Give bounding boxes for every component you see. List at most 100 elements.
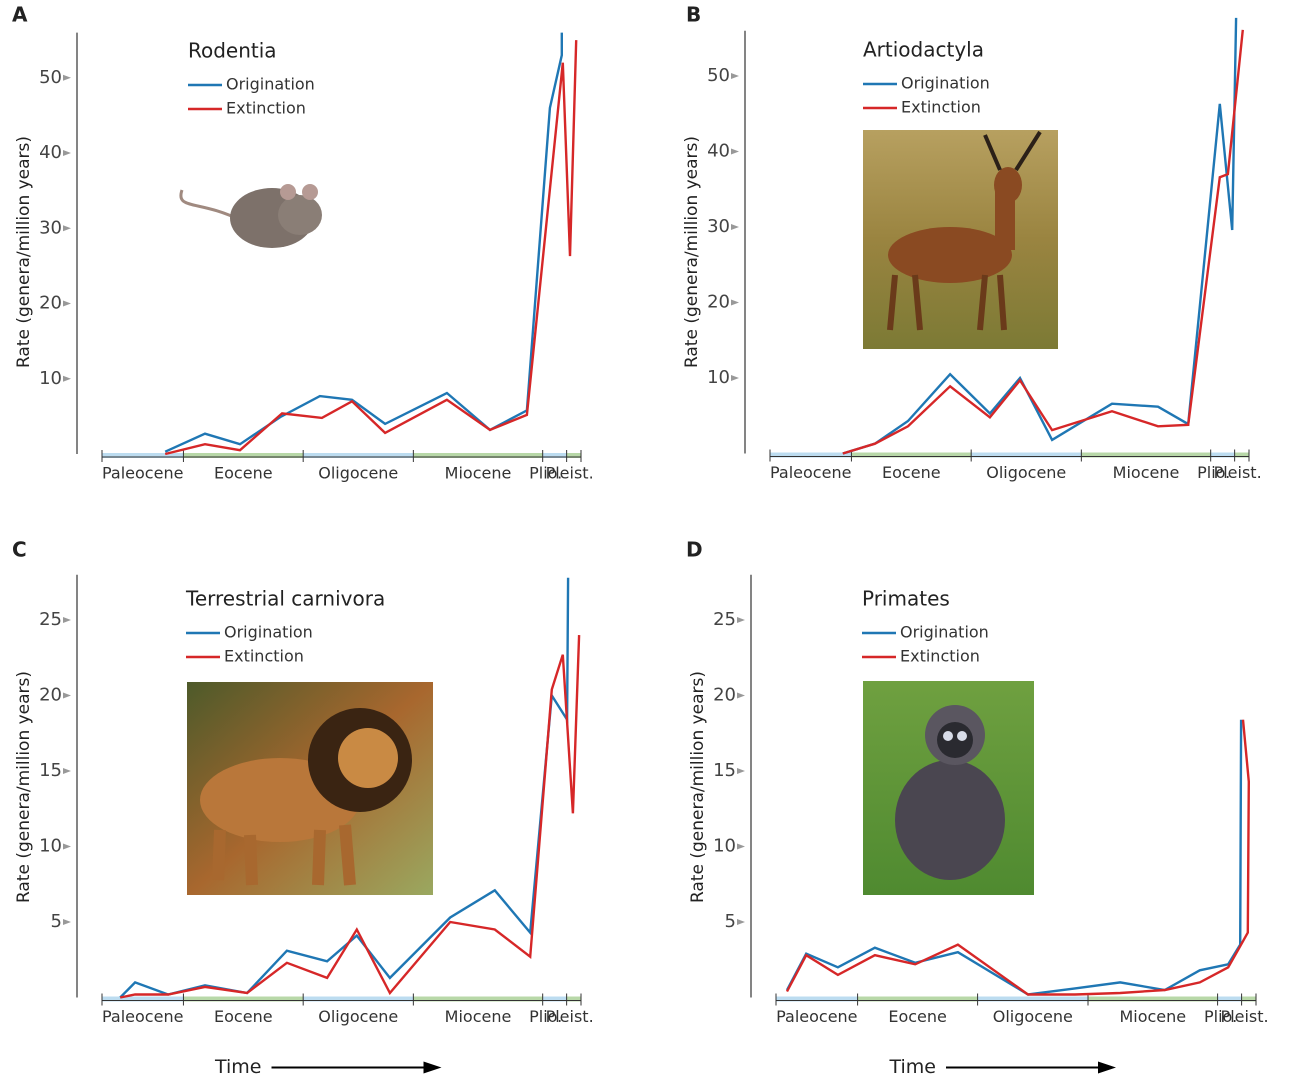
y-tick-label: 50: [39, 67, 62, 88]
time-arrow-head: [1098, 1061, 1116, 1074]
y-tick-mark: [63, 843, 71, 850]
epoch-band: [303, 453, 414, 458]
epoch-band: [1088, 996, 1218, 1002]
legend-label: Origination: [901, 74, 990, 93]
series-line: [164, 32, 563, 453]
legend-label: Origination: [900, 623, 989, 642]
epoch-label: Oligocene: [318, 1007, 398, 1026]
epoch-label: Plio.: [529, 1007, 562, 1026]
y-tick-label: 5: [725, 911, 736, 932]
epoch-label: Eocene: [214, 1007, 273, 1026]
panel-label: B: [686, 3, 701, 27]
time-arrow-head: [423, 1061, 442, 1074]
y-tick-label: 20: [39, 685, 62, 706]
panel-label: A: [12, 3, 28, 27]
legend-label: Extinction: [900, 647, 980, 666]
epoch-label: Pleist.: [1221, 1007, 1269, 1026]
monkey-photo: [863, 681, 1034, 895]
y-tick-mark: [63, 225, 71, 232]
y-tick-label: 15: [713, 760, 736, 781]
y-tick-label: 30: [707, 216, 730, 237]
epoch-band: [542, 996, 567, 1002]
epoch-label: Miocene: [445, 464, 512, 483]
y-tick-label: 5: [51, 911, 62, 932]
x-axis-label: Time: [889, 1056, 937, 1078]
epoch-label: Oligocene: [993, 1007, 1073, 1026]
epoch-band: [971, 452, 1082, 458]
epoch-band: [542, 453, 567, 458]
y-axis-label: Rate (genera/million years): [682, 136, 702, 368]
mouse-photo: [179, 184, 322, 248]
epoch-label: Plio.: [1204, 1007, 1237, 1026]
y-tick-label: 10: [39, 836, 62, 857]
y-tick-mark: [731, 224, 739, 230]
y-tick-label: 40: [39, 142, 62, 163]
legend-label: Origination: [224, 623, 313, 642]
y-tick-mark: [737, 692, 745, 699]
epoch-band: [1210, 452, 1235, 458]
epoch-band: [303, 996, 414, 1002]
epoch-band: [183, 453, 304, 458]
y-tick-label: 25: [713, 609, 736, 630]
y-tick-mark: [731, 299, 739, 306]
y-tick-label: 40: [707, 141, 730, 162]
legend-label: Extinction: [224, 647, 304, 666]
y-tick-mark: [63, 74, 71, 81]
epoch-label: Eocene: [214, 464, 273, 483]
epoch-label: Paleocene: [102, 1007, 183, 1026]
antelope-photo: [863, 130, 1058, 349]
epoch-band: [566, 453, 581, 458]
epoch-band: [1217, 996, 1242, 1002]
y-tick-mark: [731, 148, 739, 155]
chart-title: Terrestrial carnivora: [185, 587, 385, 611]
y-tick-label: 15: [39, 760, 62, 781]
epoch-label: Oligocene: [318, 464, 398, 483]
y-tick-mark: [63, 150, 71, 156]
series-line: [842, 17, 1238, 455]
series-line: [785, 719, 1251, 996]
x-axis-label: Time: [214, 1056, 262, 1078]
y-tick-label: 25: [39, 609, 62, 630]
legend-label: Origination: [226, 75, 315, 94]
epoch-label: Pleist.: [546, 464, 594, 483]
y-tick-label: 50: [707, 65, 730, 86]
y-axis-label: Rate (genera/million years): [14, 671, 34, 903]
epoch-band: [183, 996, 304, 1002]
epoch-label: Miocene: [1119, 1007, 1186, 1026]
epoch-label: Eocene: [882, 463, 941, 482]
epoch-band: [1241, 996, 1256, 1002]
y-tick-label: 10: [707, 367, 730, 388]
epoch-label: Plio.: [1197, 463, 1230, 482]
series-line: [842, 29, 1244, 455]
epoch-label: Paleocene: [102, 464, 183, 483]
epoch-label: Eocene: [888, 1007, 947, 1026]
y-tick-mark: [63, 919, 71, 925]
chart-title: Rodentia: [188, 39, 277, 63]
epoch-label: Pleist.: [546, 1007, 594, 1026]
y-axis-label: Rate (genera/million years): [688, 671, 708, 903]
y-tick-mark: [737, 768, 745, 774]
y-tick-mark: [737, 843, 745, 850]
epoch-band: [857, 996, 978, 1002]
y-axis-label: Rate (genera/million years): [14, 136, 34, 368]
panel-label: C: [12, 538, 27, 562]
epoch-band: [566, 996, 581, 1002]
epoch-band: [102, 996, 184, 1002]
epoch-label: Miocene: [445, 1007, 512, 1026]
series-line: [119, 635, 581, 999]
epoch-band: [413, 996, 543, 1002]
series-line: [164, 40, 578, 456]
y-tick-mark: [731, 375, 739, 381]
y-tick-label: 20: [39, 293, 62, 314]
y-tick-mark: [63, 375, 71, 382]
epoch-label: Paleocene: [770, 463, 851, 482]
epoch-label: Miocene: [1113, 463, 1180, 482]
chart-title: Primates: [862, 587, 950, 611]
y-tick-mark: [63, 768, 71, 774]
chart-title: Artiodactyla: [863, 38, 984, 62]
legend-label: Extinction: [901, 98, 981, 117]
y-tick-mark: [63, 617, 71, 623]
epoch-band: [1234, 452, 1249, 458]
y-tick-mark: [63, 692, 71, 699]
